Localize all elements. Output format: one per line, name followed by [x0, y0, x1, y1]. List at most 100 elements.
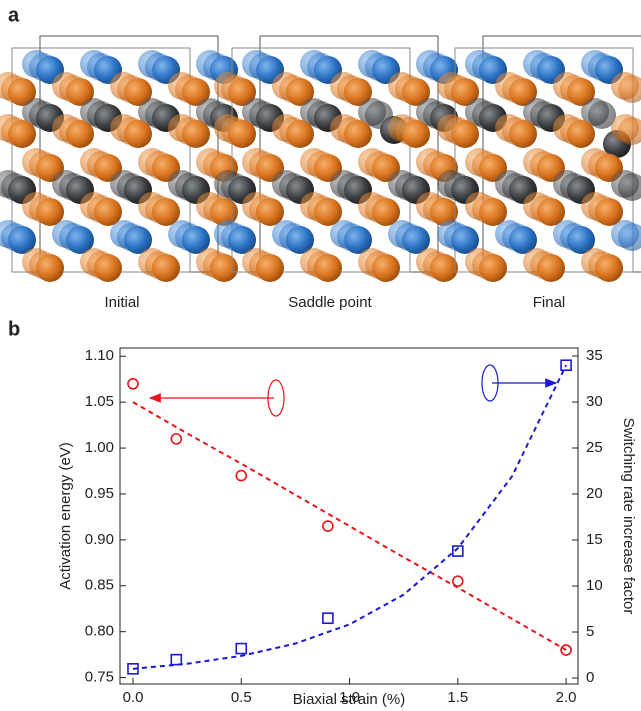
atom [36, 254, 64, 282]
y-tick-label: 0.85 [85, 577, 114, 594]
plot-frame [119, 347, 579, 685]
atom [344, 226, 372, 254]
y-tick-label: 0.75 [85, 669, 114, 686]
atom [286, 120, 314, 148]
x-tick-label: 2.0 [556, 689, 577, 706]
y2-tick-label: 25 [586, 439, 603, 456]
atom [451, 120, 479, 148]
atom [286, 78, 314, 106]
atom [509, 78, 537, 106]
fit-line [132, 401, 567, 651]
atom [509, 120, 537, 148]
atom [256, 198, 284, 226]
atom [94, 254, 122, 282]
atom [595, 254, 623, 282]
atom [66, 120, 94, 148]
y-tick-label: 0.95 [85, 485, 114, 502]
atom [124, 120, 152, 148]
atom [479, 254, 507, 282]
y2-tick-label: 0 [586, 669, 594, 686]
atom [344, 78, 372, 106]
y2-tick-label: 5 [586, 623, 594, 640]
atom [228, 120, 256, 148]
atom [152, 254, 180, 282]
atom [618, 117, 641, 145]
atom [372, 198, 400, 226]
atom [451, 78, 479, 106]
x-axis-label: Biaxial strain (%) [293, 691, 406, 708]
atom [8, 78, 36, 106]
marker [322, 612, 334, 625]
atom [618, 223, 641, 251]
atom [402, 78, 430, 106]
y-tick-label: 0.90 [85, 531, 114, 548]
marker [235, 642, 248, 655]
atom [94, 198, 122, 226]
atom [124, 226, 152, 254]
atom [8, 226, 36, 254]
atom [567, 226, 595, 254]
marker [170, 653, 183, 666]
y-tick-label: 0.80 [85, 623, 114, 640]
structures [0, 35, 641, 282]
atom [182, 226, 210, 254]
atom [567, 120, 595, 148]
atom [66, 226, 94, 254]
marker [560, 359, 572, 372]
atom [314, 254, 342, 282]
atom [537, 198, 565, 226]
atom [618, 173, 641, 201]
marker [170, 433, 183, 445]
atom [314, 198, 342, 226]
x-tick-label: 0.0 [123, 689, 144, 706]
panel-label: a [8, 4, 20, 26]
atom [286, 226, 314, 254]
marker [452, 545, 464, 557]
atom [372, 254, 400, 282]
atom [182, 78, 210, 106]
atom [588, 101, 616, 129]
caption: Final [533, 294, 566, 311]
atom [182, 120, 210, 148]
marker [452, 575, 464, 587]
atom [36, 198, 64, 226]
marker [235, 469, 248, 482]
fit-line [132, 364, 567, 670]
plot: 0.0 0.5 1.0 1.5 2.0 0.75 0.80 0.85 0.90 0.95 1.00 1… [85, 347, 603, 706]
y2-tick-label: 10 [586, 577, 603, 594]
y-tick-label: 1.05 [85, 393, 114, 410]
atom [8, 120, 36, 148]
atom [537, 254, 565, 282]
atom [618, 75, 641, 103]
atom [430, 254, 458, 282]
x-tick-label: 1.0 [339, 689, 360, 706]
atom [124, 78, 152, 106]
y-tick-label: 1.10 [85, 347, 114, 364]
y2-tick-label: 15 [586, 531, 603, 548]
atom [210, 254, 238, 282]
atom [479, 198, 507, 226]
atom [152, 198, 180, 226]
caption: Initial [104, 294, 139, 311]
panel-label: b [8, 318, 20, 340]
atom [228, 78, 256, 106]
caption: Saddle point [288, 294, 372, 311]
atom [509, 226, 537, 254]
atom [595, 198, 623, 226]
y-tick-label: 1.00 [85, 439, 114, 456]
atom [228, 226, 256, 254]
atom [256, 254, 284, 282]
marker [127, 378, 139, 390]
marker [560, 644, 572, 656]
y2-tick-label: 35 [586, 347, 603, 364]
marker [322, 520, 334, 532]
y2-tick-label: 30 [586, 393, 603, 410]
y2-axis-label: Switching rate increase factor [620, 418, 637, 615]
atom [451, 226, 479, 254]
atom [344, 120, 372, 148]
atom [402, 226, 430, 254]
atom [210, 198, 238, 226]
atom [66, 78, 94, 106]
atom [402, 120, 430, 148]
